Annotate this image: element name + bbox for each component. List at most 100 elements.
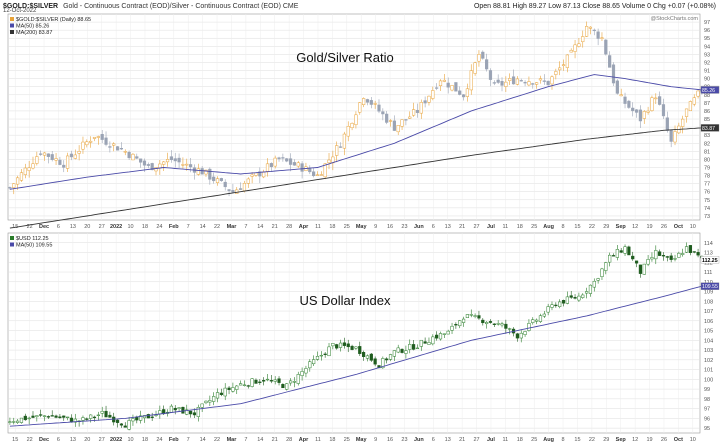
- ratio-x-tick-label: Dec: [39, 224, 49, 230]
- ratio-y-tick-label: 85: [704, 117, 710, 123]
- usd-candle-body: [96, 414, 100, 416]
- usd-legend-swatch: [10, 242, 14, 247]
- usd-candle-body: [519, 332, 523, 339]
- ratio-candle-body: [473, 62, 477, 74]
- usd-candle-body: [669, 255, 673, 260]
- ratio-candle-body: [661, 104, 666, 117]
- usd-y-tick-label: 101: [704, 368, 713, 374]
- ratio-y-tick-label: 93: [704, 52, 710, 58]
- ratio-candle-body: [223, 181, 227, 188]
- ratio-y-tick-label: 92: [704, 60, 710, 66]
- ratio-candle-body: [89, 140, 93, 143]
- usd-x-tick-label: 13: [445, 437, 451, 443]
- ratio-candle-body: [558, 67, 562, 71]
- usd-candle-body: [411, 344, 416, 350]
- usd-y-tick-label: 111: [704, 270, 712, 276]
- ratio-candle-body: [115, 146, 120, 151]
- usd-candle-body: [604, 262, 608, 271]
- ratio-x-tick-label: 14: [257, 224, 263, 230]
- ratio-candle-body: [427, 95, 431, 103]
- ratio-x-tick-label: 10: [690, 224, 696, 230]
- usd-candle-body: [396, 347, 400, 353]
- ratio-ma200-line: [9, 127, 702, 229]
- ratio-candle-body: [227, 189, 231, 191]
- ratio-candle-body: [373, 103, 377, 105]
- ratio-x-tick-label: Mar: [227, 224, 238, 230]
- ratio-x-tick-label: 7: [244, 224, 247, 230]
- usd-candle-body: [158, 410, 162, 415]
- ratio-candle-body: [250, 174, 254, 177]
- ratio-x-tick-label: 19: [646, 224, 652, 230]
- ratio-candle-body: [381, 111, 385, 115]
- ratio-x-tick-label: 6: [57, 224, 60, 230]
- usd-x-tick-label: 20: [84, 437, 90, 443]
- usd-candle-body: [273, 379, 277, 382]
- usd-candle-body: [323, 353, 327, 355]
- ratio-candle-body: [146, 164, 150, 166]
- ratio-candle-body: [238, 188, 243, 190]
- ratio-candle-body: [408, 116, 412, 119]
- usd-candle-body: [385, 358, 389, 361]
- ratio-candle-body: [281, 157, 285, 159]
- ratio-candle-body: [492, 82, 496, 84]
- usd-candle-body: [523, 331, 527, 335]
- usd-candle-body: [150, 416, 154, 418]
- ratio-candle-body: [642, 111, 646, 119]
- usd-candle-body: [584, 291, 589, 294]
- usd-candle-body: [127, 420, 131, 430]
- usd-x-tick-label: Dec: [39, 437, 49, 443]
- quote-summary: Open 88.81 High 89.27 Low 87.13 Close 88…: [473, 3, 716, 10]
- usd-x-tick-label: 9: [374, 437, 377, 443]
- ratio-x-tick-label: 7: [187, 224, 190, 230]
- ratio-candle-body: [465, 88, 470, 97]
- usd-candle-body: [688, 245, 692, 253]
- ratio-x-tick-label: 27: [473, 224, 479, 230]
- ratio-candle-body: [131, 153, 135, 161]
- usd-candle-body: [469, 314, 473, 316]
- usd-candle-body: [481, 319, 485, 324]
- ratio-candle-body: [338, 146, 343, 148]
- usd-candle-body: [454, 323, 458, 326]
- ratio-candle-body: [242, 183, 247, 192]
- usd-y-tick-label: 102: [704, 358, 713, 364]
- usd-y-tick-label: 114: [704, 241, 713, 247]
- usd-candle-body: [665, 256, 669, 258]
- usd-candle-body: [423, 341, 427, 344]
- usd-candle-body: [189, 410, 193, 415]
- usd-candle-body: [300, 371, 304, 376]
- usd-candle-body: [196, 407, 200, 417]
- ratio-last-value-box: [700, 124, 720, 132]
- ratio-candle-body: [219, 178, 223, 181]
- usd-x-tick-label: 15: [12, 437, 18, 443]
- ratio-x-tick-label: 15: [574, 224, 580, 230]
- usd-candle-body: [496, 323, 500, 325]
- usd-candle-body: [554, 304, 558, 307]
- usd-candle-body: [661, 255, 666, 257]
- usd-x-tick-label: 13: [70, 437, 76, 443]
- usd-candle-body: [696, 252, 700, 256]
- usd-candle-body: [538, 315, 543, 322]
- usd-candle-body: [673, 258, 677, 260]
- ratio-x-tick-label: 11: [503, 224, 509, 230]
- usd-last-value-label: 109.55: [702, 284, 718, 290]
- ratio-candle-body: [42, 152, 47, 156]
- usd-candle-body: [681, 253, 685, 255]
- usd-x-tick-label: Oct: [674, 437, 683, 443]
- usd-x-tick-label: 21: [459, 437, 465, 443]
- ratio-candle-body: [231, 190, 235, 193]
- usd-candle-body: [208, 400, 212, 403]
- ratio-candle-body: [46, 153, 50, 157]
- usd-x-tick-label: Mar: [227, 437, 238, 443]
- usd-candle-body: [262, 380, 266, 382]
- ratio-candle-body: [419, 102, 423, 114]
- usd-candle-body: [650, 257, 654, 260]
- usd-candle-body: [212, 396, 216, 402]
- ratio-y-tick-label: 96: [704, 28, 710, 34]
- ratio-x-tick-label: Sep: [616, 224, 627, 230]
- usd-x-tick-label: 11: [315, 437, 321, 443]
- usd-candle-body: [115, 419, 120, 423]
- ratio-candle-body: [319, 174, 323, 176]
